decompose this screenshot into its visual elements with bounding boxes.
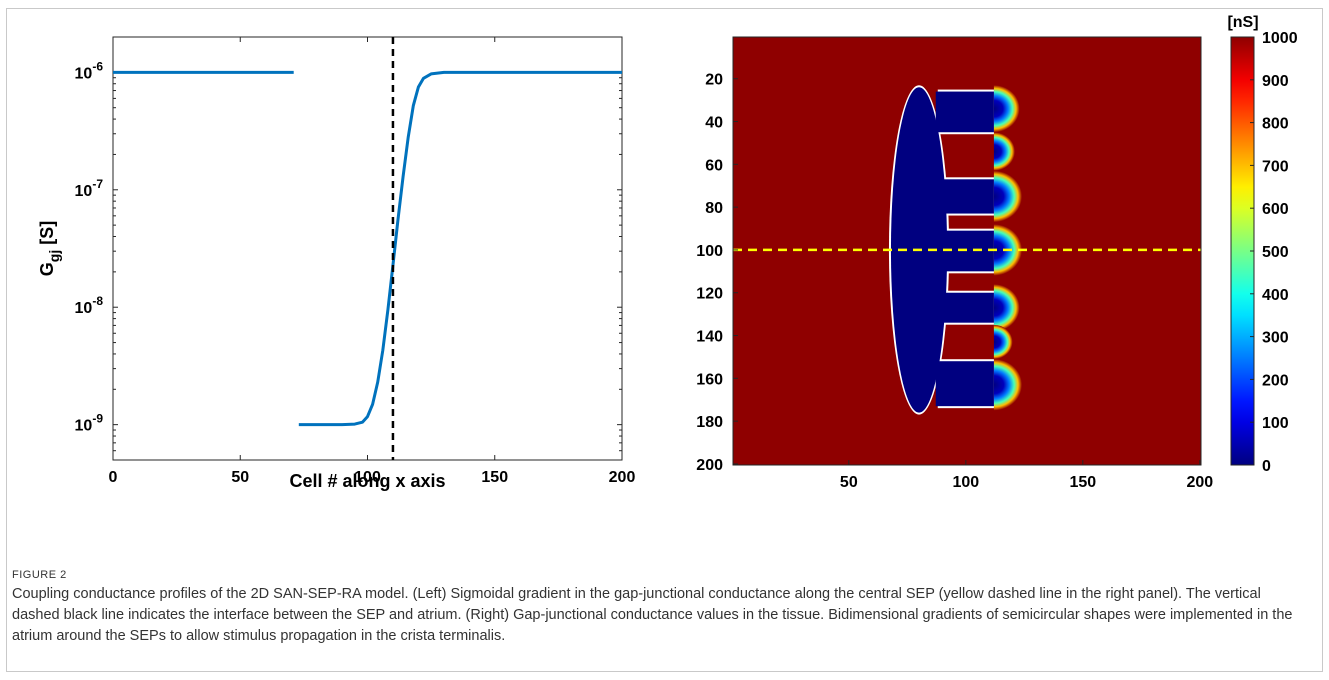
colorbar-title: [nS] <box>1227 14 1258 31</box>
gradient-bump <box>993 85 1020 133</box>
x-tick-label: 100 <box>354 469 381 486</box>
y-axis-label: Ggj [S] <box>37 221 62 276</box>
caption-text: Coupling conductance profiles of the 2D … <box>12 586 1293 644</box>
colorbar-tick-label: 800 <box>1262 116 1289 133</box>
x-tick-label: 150 <box>481 469 508 486</box>
sep-bar <box>935 361 994 407</box>
gradient-bump <box>993 324 1013 360</box>
gradient-bump <box>993 132 1015 171</box>
y-tick-label: 10-8 <box>75 294 104 317</box>
conductance-line-segment-1 <box>298 70 622 427</box>
gradient-bump <box>993 359 1022 411</box>
colorbar-tick-label: 300 <box>1262 330 1289 347</box>
hm-y-tick-label: 80 <box>705 200 723 217</box>
hm-y-tick-label: 140 <box>696 329 723 346</box>
hm-y-tick-label: 120 <box>696 286 723 303</box>
gradient-bump <box>993 284 1020 332</box>
hm-y-tick-label: 100 <box>696 243 723 260</box>
hm-y-tick-label: 160 <box>696 371 723 388</box>
colorbar-tick-label: 1000 <box>1262 30 1298 47</box>
colorbar-tick-label: 600 <box>1262 201 1289 218</box>
hm-y-tick-label: 180 <box>696 414 723 431</box>
right-plot-frame <box>732 36 1202 466</box>
sep-bar <box>935 91 994 133</box>
x-axis-label: Cell # along x axis <box>289 471 445 491</box>
hm-x-tick-label: 150 <box>1069 474 1096 491</box>
y-tick-label: 10-7 <box>75 177 104 200</box>
figure-caption: FIGURE 2 Coupling conductance profiles o… <box>12 569 1312 647</box>
colorbar-tick-label: 500 <box>1262 244 1289 261</box>
colorbar-tick-label: 100 <box>1262 415 1289 432</box>
hm-x-tick-label: 100 <box>952 474 979 491</box>
gradient-bump <box>993 170 1022 223</box>
x-tick-label: 50 <box>231 469 249 486</box>
colorbar-tick-label: 0 <box>1262 458 1271 475</box>
colorbar-tick-label: 200 <box>1262 372 1289 389</box>
colorbar-tick-label: 700 <box>1262 158 1289 175</box>
y-tick-label: 10-9 <box>75 412 104 435</box>
figure-label: FIGURE 2 <box>12 569 67 581</box>
figure-frame <box>6 8 1323 672</box>
y-tick-label: 10-6 <box>75 59 104 82</box>
x-tick-label: 200 <box>609 469 636 486</box>
hm-x-tick-label: 50 <box>840 474 858 491</box>
colorbar-tick-label: 400 <box>1262 287 1289 304</box>
x-tick-label: 0 <box>109 469 118 486</box>
hm-y-tick-label: 40 <box>705 115 723 132</box>
hm-y-tick-label: 60 <box>705 157 723 174</box>
hm-x-tick-label: 200 <box>1186 474 1213 491</box>
hm-y-tick-label: 20 <box>705 72 723 89</box>
left-plot-area <box>112 36 623 461</box>
colorbar-tick-label: 900 <box>1262 73 1289 90</box>
hm-y-tick-label: 200 <box>696 457 723 474</box>
